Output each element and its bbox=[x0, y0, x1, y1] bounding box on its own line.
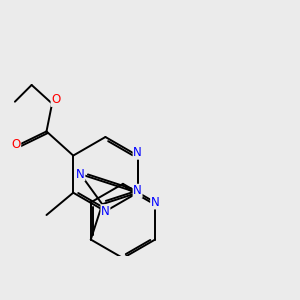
Text: N: N bbox=[133, 184, 142, 197]
Text: N: N bbox=[133, 146, 142, 159]
Text: N: N bbox=[151, 196, 160, 209]
Text: O: O bbox=[11, 138, 21, 151]
Text: N: N bbox=[76, 168, 85, 181]
Text: N: N bbox=[101, 205, 110, 218]
Text: O: O bbox=[51, 93, 60, 106]
